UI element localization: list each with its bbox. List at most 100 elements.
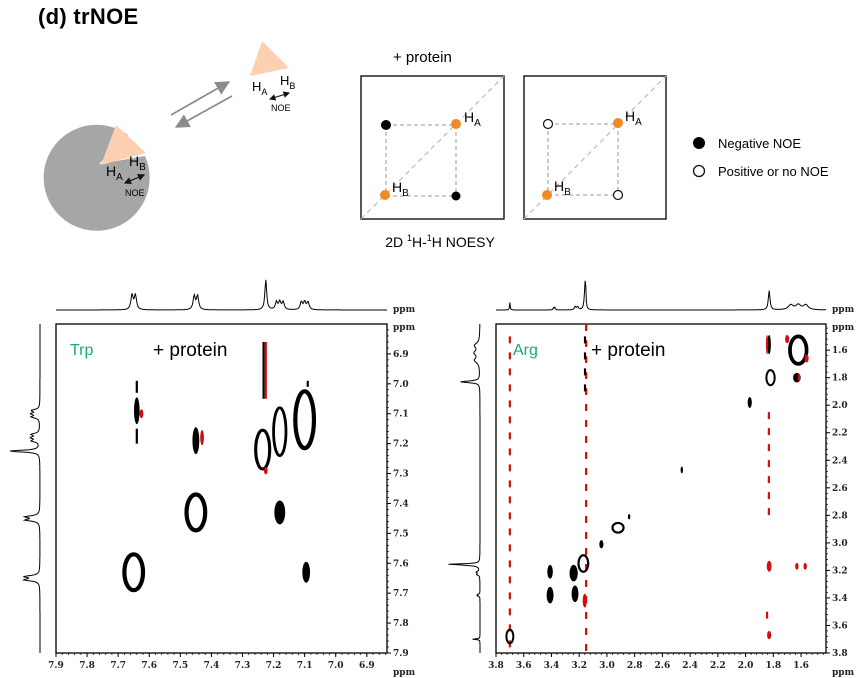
arg-peak-negative [505, 628, 515, 645]
arg-peak-positive [767, 630, 772, 640]
diagonal-peak-ha [613, 118, 623, 128]
arg-peak-negative [627, 513, 631, 520]
noesy-caption: 2D 1H-1H NOESY [385, 233, 495, 250]
arg-peak-negative [547, 564, 553, 579]
trp-left-projection [10, 324, 41, 653]
trp-y-unit: ppm [393, 323, 416, 333]
bound-noe-label: NOE [125, 188, 145, 198]
arg-plot-frame [495, 323, 827, 654]
arg-peak-negative [767, 335, 771, 355]
arg-peak-positive [795, 562, 799, 570]
diagonal-peak-ha [451, 119, 461, 129]
arg-annotation: + protein [591, 340, 665, 361]
trp-x-unit: ppm [393, 668, 416, 678]
trp-x-tick-label: 7.3 [235, 661, 251, 671]
arg-peak-positive [765, 335, 769, 355]
trp-peak-positive [139, 409, 144, 419]
arg-y-tick-label: 3.4 [832, 594, 848, 604]
trp-x-tick-label: 7.1 [297, 661, 313, 671]
arg-y-tick-label: 3.2 [832, 566, 848, 576]
arg-y-tick-label: 2.4 [832, 456, 848, 466]
cross-peak-filled [381, 120, 391, 130]
arg-peak-negative [571, 585, 579, 603]
cross-peak-filled [451, 191, 461, 201]
trp-x-tick-label: 7.0 [328, 661, 344, 671]
bound-hb-label: HB [129, 153, 146, 173]
arg-peak-positive [804, 354, 809, 363]
trp-peak-positive [263, 466, 268, 475]
trp-x-tick-label: 7.8 [79, 661, 95, 671]
protein-ligand-complex: HA HB NOE [43, 124, 150, 231]
arg-peak-negative [611, 521, 625, 534]
trp-x-tick-label: 7.4 [204, 661, 220, 671]
trp-projection-unit: ppm [393, 305, 416, 315]
trp-peak-positive [200, 430, 204, 446]
noesy-box-negative: HA HB [360, 75, 505, 220]
arg-y-tick-label: 3.0 [832, 539, 848, 549]
trp-annotation: + protein [153, 340, 227, 361]
arg-y-tick-label: 2.6 [832, 484, 848, 494]
trp-y-tick-label: 7.6 [393, 559, 409, 569]
arg-peak-positive [797, 373, 801, 382]
trp-x-tick-label: 7.2 [266, 661, 282, 671]
trp-y-tick-label: 7.1 [393, 410, 409, 420]
trp-y-tick-label: 6.9 [393, 350, 409, 360]
arg-peak-negative [569, 564, 578, 582]
arg-y-tick-label: 2.2 [832, 429, 848, 439]
arg-y-tick-label: 1.6 [832, 346, 848, 356]
trp-peak-negative [184, 492, 208, 533]
trp-y-tick-label: 7.7 [393, 589, 409, 599]
exchange-arrows-icon [170, 81, 233, 128]
trnoe-schematic: HA HB NOE HA HB NOE + protein [43, 41, 829, 250]
trp-y-tick-label: 7.3 [393, 470, 409, 480]
arg-top-projection [496, 280, 826, 311]
arg-spectrum: 3.8 3.6 3.4 3.2 3.0 2.8 2.6 2.4 2.2 2.0 1.8 1.6 ppm 1… [448, 280, 855, 678]
diagonal-peak-hb [542, 190, 552, 200]
arg-y-tick-label: 2.0 [832, 401, 848, 411]
arg-x-tick-label: 3.0 [599, 661, 615, 671]
bound-noe-arrow-icon [123, 174, 146, 184]
arg-x-tick-label: 2.0 [738, 661, 754, 671]
diagonal-peak-hb [380, 190, 390, 200]
trp-peak-negative [302, 561, 311, 583]
trp-y-tick-label: 7.9 [393, 649, 409, 659]
trp-peak-negative [293, 389, 317, 451]
arg-peak-positive [766, 560, 772, 572]
trp-peak-negative [122, 552, 146, 593]
legend: Negative NOE Positive or no NOE [692, 136, 829, 179]
arg-peak-positive [785, 335, 790, 344]
arg-title: Arg [513, 342, 538, 359]
cross-peak-open [542, 118, 554, 130]
arg-x-tick-label: 2.2 [710, 661, 726, 671]
trp-title: Trp [70, 342, 94, 359]
arg-x-tick-label: 1.6 [793, 661, 809, 671]
arg-x-tick-label: 3.6 [516, 661, 532, 671]
box1-ha-label: HA [464, 109, 481, 129]
trp-peak-negative [254, 428, 272, 471]
arg-peak-negative [747, 396, 752, 408]
trp-y-tick-label: 7.2 [393, 440, 409, 450]
arg-x-tick-label: 2.8 [627, 661, 643, 671]
arg-peak-negative [546, 586, 554, 604]
trp-x-tick-label: 7.9 [48, 661, 64, 671]
noesy-box-positive: HA HB [523, 75, 667, 220]
filled-circle-icon [693, 137, 705, 149]
arg-peak-negative [577, 554, 590, 573]
trp-x-tick-label: 6.9 [359, 661, 375, 671]
bound-ligand-shape [101, 125, 146, 165]
trp-peak-negative [192, 427, 200, 455]
arg-peak-negative [788, 334, 809, 366]
arg-x-tick-label: 3.2 [571, 661, 587, 671]
arg-x-tick-label: 2.6 [655, 661, 671, 671]
free-hb-label: HB [280, 73, 295, 91]
trp-top-projection [56, 279, 387, 311]
trp-spectrum: 7.9 7.8 7.7 7.6 7.5 7.4 7.3 7.2 7.1 7.0 6.9 ppm 6.9 7… [10, 279, 416, 678]
protein-condition-label: + protein [393, 49, 452, 66]
arg-peak-positive [803, 562, 807, 570]
free-ha-label: HA [252, 79, 267, 97]
trp-y-tick-label: 7.4 [393, 499, 409, 509]
arg-peak-negative [599, 540, 604, 549]
box2-hb-label: HB [554, 178, 571, 198]
box2-ha-label: HA [625, 108, 642, 128]
